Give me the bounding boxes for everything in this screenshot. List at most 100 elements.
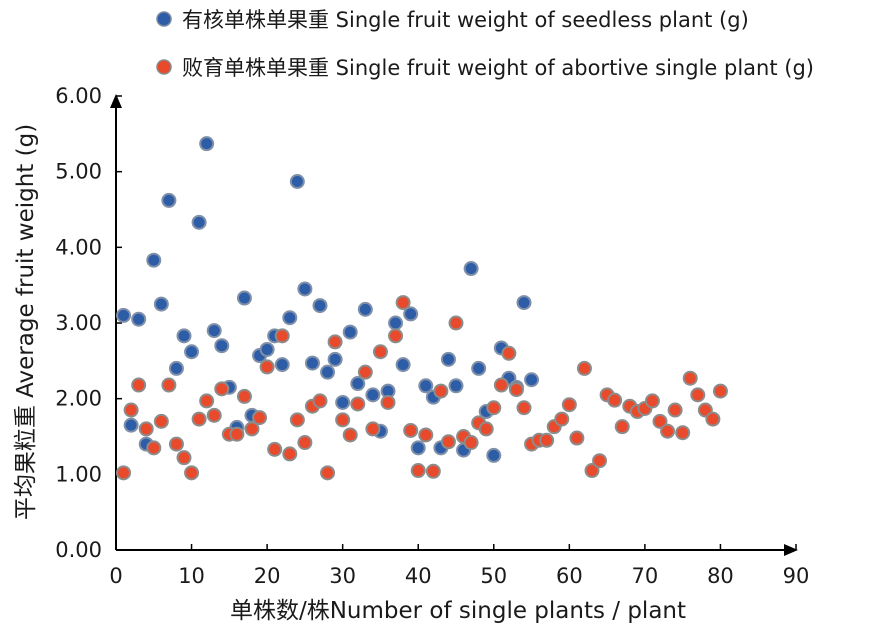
y-tick-label: 5.00: [55, 160, 102, 184]
x-axis-arrow: [784, 544, 798, 556]
point-abortive: [501, 345, 517, 361]
legend-marker-abortive: [156, 59, 172, 75]
point-abortive: [297, 435, 313, 451]
point-seedless: [176, 328, 192, 344]
point-abortive: [607, 392, 623, 408]
point-abortive: [539, 432, 555, 448]
point-seedless: [516, 295, 532, 311]
point-seedless: [365, 387, 381, 403]
point-abortive: [448, 315, 464, 331]
point-seedless: [146, 252, 162, 268]
point-abortive: [365, 421, 381, 437]
y-ticks: 0.00 1.00 2.00 3.00 4.00 5.00 6.00: [55, 84, 122, 562]
point-abortive: [342, 427, 358, 443]
point-seedless: [131, 311, 147, 327]
y-tick-label: 1.00: [55, 462, 102, 486]
y-tick-label: 4.00: [55, 235, 102, 259]
point-abortive: [312, 393, 328, 409]
point-seedless: [259, 341, 275, 357]
point-seedless: [335, 394, 351, 410]
point-abortive: [116, 465, 132, 481]
point-abortive: [478, 421, 494, 437]
point-seedless: [463, 261, 479, 277]
point-abortive: [675, 425, 691, 441]
point-seedless: [153, 296, 169, 312]
point-seedless: [388, 315, 404, 331]
point-seedless: [304, 355, 320, 371]
point-abortive: [320, 465, 336, 481]
point-seedless: [486, 447, 502, 463]
point-abortive: [146, 440, 162, 456]
point-abortive: [388, 328, 404, 344]
y-tick-label: 3.00: [55, 311, 102, 335]
point-abortive: [576, 360, 592, 376]
point-seedless: [289, 174, 305, 190]
point-abortive: [660, 423, 676, 439]
point-abortive: [410, 463, 426, 479]
x-tick-label: 0: [109, 564, 122, 588]
point-abortive: [652, 413, 668, 429]
point-abortive: [584, 463, 600, 479]
legend-entry-seedless: 有核单株单果重 Single fruit weight of seedless …: [156, 8, 749, 32]
axes: [110, 94, 798, 556]
x-tick-label: 80: [707, 564, 734, 588]
point-abortive: [282, 446, 298, 462]
x-tick-label: 90: [783, 564, 810, 588]
point-seedless: [206, 323, 222, 339]
point-seedless: [357, 301, 373, 317]
x-tick-label: 70: [632, 564, 659, 588]
point-seedless: [327, 351, 343, 367]
point-abortive: [335, 412, 351, 428]
point-abortive: [705, 411, 721, 427]
point-abortive: [463, 435, 479, 451]
point-seedless: [116, 307, 132, 323]
x-tick-label: 10: [178, 564, 205, 588]
point-abortive: [191, 411, 207, 427]
point-abortive: [350, 396, 366, 412]
point-seedless: [403, 306, 419, 322]
point-seedless: [342, 324, 358, 340]
point-seedless: [524, 372, 540, 388]
y-tick-label: 2.00: [55, 387, 102, 411]
x-tick-label: 40: [405, 564, 432, 588]
legend-entry-abortive: 败育单株单果重 Single fruit weight of abortive …: [156, 56, 814, 80]
point-seedless: [123, 417, 139, 433]
point-abortive: [508, 382, 524, 398]
point-abortive: [168, 436, 184, 452]
point-abortive: [153, 413, 169, 429]
y-axis-title: 平均果粒重 Average fruit weight (g): [13, 124, 39, 520]
point-abortive: [395, 295, 411, 311]
point-abortive: [569, 430, 585, 446]
point-abortive: [252, 410, 268, 426]
x-tick-label: 50: [480, 564, 507, 588]
point-abortive: [493, 377, 509, 393]
point-seedless: [214, 338, 230, 354]
point-abortive: [592, 453, 608, 469]
point-abortive: [486, 400, 502, 416]
point-abortive: [372, 344, 388, 360]
y-axis-arrow: [110, 94, 122, 108]
point-abortive: [267, 441, 283, 457]
point-abortive: [644, 393, 660, 409]
x-tick-label: 60: [556, 564, 583, 588]
point-seedless: [191, 214, 207, 230]
point-abortive: [274, 328, 290, 344]
point-abortive: [425, 463, 441, 479]
point-abortive: [418, 427, 434, 443]
legend-label-abortive: 败育单株单果重 Single fruit weight of abortive …: [182, 56, 814, 80]
x-axis-title: 单株数/株Number of single plants / plant: [230, 598, 686, 624]
x-tick-label: 20: [254, 564, 281, 588]
point-seedless: [440, 351, 456, 367]
point-abortive: [403, 422, 419, 438]
legend-label-seedless: 有核单株单果重 Single fruit weight of seedless …: [182, 8, 749, 32]
point-seedless: [395, 357, 411, 373]
legend: 有核单株单果重 Single fruit weight of seedless …: [156, 8, 814, 80]
point-seedless: [320, 364, 336, 380]
point-seedless: [236, 290, 252, 306]
point-seedless: [274, 357, 290, 373]
point-seedless: [350, 376, 366, 392]
point-seedless: [161, 192, 177, 208]
point-seedless: [199, 136, 215, 152]
point-abortive: [561, 397, 577, 413]
